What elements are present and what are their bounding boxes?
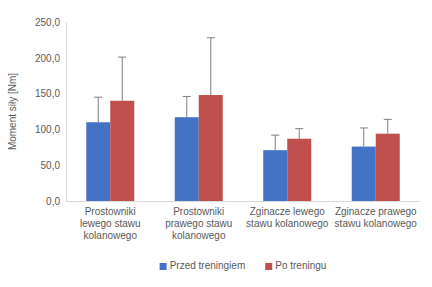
x-tick-label-line: Zginacze prawego bbox=[335, 206, 417, 217]
x-tick: Prostownikiprawego stawukolanowego bbox=[165, 201, 232, 241]
series bbox=[110, 38, 400, 201]
y-tick: 200,0 bbox=[35, 53, 66, 64]
x-tick-label-line: stawu kolanowego bbox=[246, 218, 329, 229]
bar bbox=[86, 122, 110, 201]
x-tick-label: Zginacze prawegostawu kolanowego bbox=[335, 206, 418, 229]
y-tick-label: 100,0 bbox=[35, 124, 60, 135]
y-axis: 0,0 50,0 100,0 150,0 200,0 250,0 bbox=[35, 17, 67, 207]
error-bar bbox=[207, 38, 215, 95]
legend-swatch bbox=[160, 263, 167, 270]
legend: Przed treningiem Po treningu bbox=[160, 260, 327, 271]
error-bar-stem bbox=[186, 96, 187, 117]
x-tick-label-line: Prostowniki bbox=[173, 206, 224, 217]
error-bar bbox=[183, 96, 191, 117]
x-axis-line bbox=[67, 201, 421, 202]
x-tick-label-line: lewego stawu bbox=[80, 218, 141, 229]
y-tick-label: 150,0 bbox=[35, 88, 60, 99]
error-bar-stem bbox=[122, 57, 123, 101]
x-tick-label: Zginacze lewegostawu kolanowego bbox=[246, 206, 329, 229]
error-bar-cap bbox=[295, 128, 303, 129]
x-tick-label-line: prawego stawu bbox=[165, 218, 232, 229]
y-axis-title: Moment siły [Nm] bbox=[7, 73, 18, 150]
legend-item: Przed treningiem bbox=[160, 260, 246, 271]
bar bbox=[175, 117, 199, 201]
error-bar-stem bbox=[363, 128, 364, 147]
x-tick-label-line: kolanowego bbox=[84, 230, 138, 241]
legend-label: Po treningu bbox=[275, 260, 326, 271]
y-tick: 50,0 bbox=[41, 160, 66, 171]
y-tick-label: 200,0 bbox=[35, 53, 60, 64]
error-bar-cap bbox=[271, 135, 279, 136]
error-bar-cap bbox=[384, 119, 392, 120]
chart: 0,0 50,0 100,0 150,0 200,0 250,0 Moment siły [… bbox=[0, 0, 432, 287]
error-bar-stem bbox=[275, 135, 276, 150]
error-bar-stem bbox=[98, 97, 99, 122]
bar bbox=[376, 134, 400, 201]
error-bar bbox=[94, 97, 102, 122]
x-tick-label-line: Zginacze lewego bbox=[250, 206, 325, 217]
series bbox=[86, 96, 376, 201]
error-bar bbox=[384, 119, 392, 133]
x-tick: Zginacze prawegostawu kolanowego bbox=[335, 201, 418, 229]
x-tick: Zginacze lewegostawu kolanowego bbox=[246, 201, 329, 229]
error-bar bbox=[295, 129, 303, 139]
y-tick: 150,0 bbox=[35, 88, 66, 99]
bar bbox=[110, 101, 134, 201]
x-tick-label-line: stawu kolanowego bbox=[335, 218, 418, 229]
bar bbox=[352, 147, 376, 201]
y-tick-label: 0,0 bbox=[46, 196, 60, 207]
legend-item: Po treningu bbox=[265, 260, 326, 271]
bar bbox=[287, 139, 311, 201]
x-tick-label: Prostownikiprawego stawukolanowego bbox=[165, 206, 232, 241]
x-tick-label: Prostownikilewego stawukolanowego bbox=[80, 206, 141, 241]
error-bar-cap bbox=[118, 57, 126, 58]
y-tick: 0,0 bbox=[46, 196, 66, 207]
bar bbox=[199, 95, 223, 201]
y-tick: 100,0 bbox=[35, 124, 66, 135]
error-bar-stem bbox=[210, 38, 211, 95]
y-tick: 250,0 bbox=[35, 17, 66, 28]
error-bar bbox=[271, 135, 279, 150]
error-bar-cap bbox=[207, 37, 215, 38]
x-axis: Prostownikilewego stawukolanowegoProstow… bbox=[67, 201, 421, 241]
x-tick: Prostownikilewego stawukolanowego bbox=[80, 201, 141, 241]
x-tick-label-line: kolanowego bbox=[172, 230, 226, 241]
y-axis-line bbox=[66, 23, 67, 202]
error-bar-cap bbox=[183, 96, 191, 97]
bar bbox=[263, 150, 287, 201]
error-bar bbox=[118, 57, 126, 101]
x-tick-label-line: Prostowniki bbox=[85, 206, 136, 217]
legend-label: Przed treningiem bbox=[170, 260, 246, 271]
legend-swatch bbox=[265, 263, 272, 270]
y-tick-label: 50,0 bbox=[41, 160, 61, 171]
y-tick-label: 250,0 bbox=[35, 17, 60, 28]
error-bar-stem bbox=[299, 129, 300, 139]
error-bar bbox=[360, 128, 368, 147]
error-bar-cap bbox=[360, 127, 368, 128]
plot-marks bbox=[86, 38, 400, 201]
error-bar-stem bbox=[387, 119, 388, 133]
error-bar-cap bbox=[94, 97, 102, 98]
